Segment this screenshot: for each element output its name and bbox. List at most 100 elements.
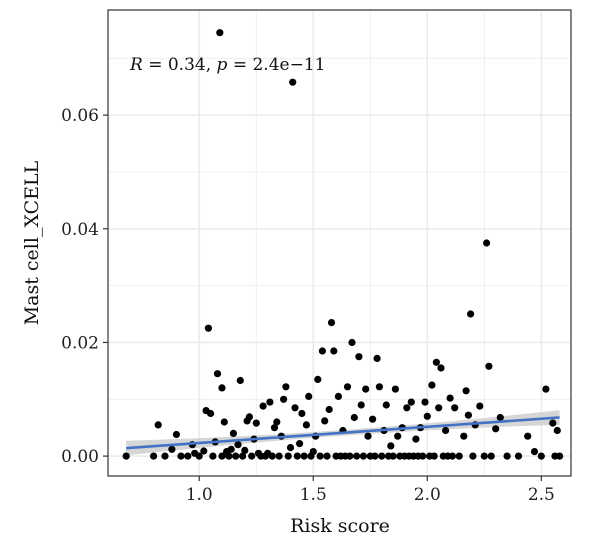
data-point — [218, 384, 226, 392]
data-point — [469, 452, 477, 460]
data-point — [556, 452, 564, 460]
data-point — [483, 239, 491, 247]
data-point — [464, 411, 472, 419]
data-point — [382, 401, 390, 409]
annotation-p-value: = 2.4e−11 — [227, 55, 325, 75]
data-point — [389, 452, 397, 460]
data-point — [239, 452, 247, 460]
regression-line-layer — [126, 416, 560, 450]
data-point — [213, 370, 222, 378]
data-point — [259, 402, 267, 410]
data-point — [300, 452, 308, 460]
data-point — [476, 402, 484, 410]
data-point — [184, 452, 192, 460]
data-point — [448, 452, 456, 460]
data-point — [327, 319, 336, 327]
data-point — [122, 452, 130, 460]
data-point — [362, 385, 370, 393]
data-point — [270, 424, 279, 432]
data-point — [451, 404, 459, 412]
data-point — [296, 440, 304, 448]
data-point — [371, 452, 379, 460]
data-point — [348, 338, 356, 347]
data-point — [394, 432, 402, 440]
data-point — [485, 362, 493, 370]
data-point — [289, 78, 297, 86]
x-tick-label: 1.0 — [186, 485, 213, 505]
data-point — [357, 401, 365, 409]
x-axis-title: Risk score — [290, 515, 390, 537]
data-point — [177, 452, 185, 460]
data-point — [195, 452, 203, 460]
regression-line — [126, 416, 560, 450]
data-point — [350, 413, 358, 422]
y-axis-title: Mast cell_XCELL — [21, 160, 43, 325]
data-point — [314, 375, 322, 383]
data-point — [323, 452, 331, 460]
data-point — [407, 398, 415, 406]
data-point — [480, 452, 488, 460]
data-point — [248, 452, 256, 460]
annotation-r-value: = 0.34, — [143, 55, 217, 75]
data-point — [241, 446, 249, 454]
data-point — [419, 452, 427, 460]
data-point — [455, 452, 463, 460]
data-point — [321, 417, 329, 425]
data-point — [391, 385, 399, 393]
data-point — [325, 405, 333, 414]
data-point — [412, 435, 420, 443]
data-point — [353, 452, 361, 460]
data-point — [537, 452, 545, 460]
data-point — [432, 358, 440, 366]
data-point — [286, 444, 295, 452]
panel-border — [107, 9, 572, 477]
data-point — [266, 398, 274, 406]
data-point — [387, 442, 395, 450]
data-point — [227, 445, 235, 453]
data-point — [364, 432, 372, 440]
data-point — [442, 426, 450, 435]
data-point — [275, 452, 283, 460]
data-point — [496, 413, 504, 422]
data-point — [150, 452, 158, 460]
data-point — [218, 452, 226, 460]
data-point — [373, 354, 381, 362]
data-point — [282, 383, 290, 391]
data-point — [252, 419, 260, 427]
x-tick-label: 2.0 — [414, 485, 441, 505]
annotation-p-label: p — [217, 55, 228, 75]
x-tick-label: 1.5 — [300, 485, 327, 505]
data-point — [280, 395, 288, 403]
data-point — [334, 392, 342, 400]
data-point — [553, 426, 561, 435]
data-point — [225, 452, 233, 460]
data-point — [291, 404, 299, 412]
data-point — [369, 415, 377, 423]
data-point — [403, 404, 411, 412]
data-point — [530, 448, 539, 456]
data-point — [437, 364, 445, 372]
y-tick-label: 0.02 — [61, 333, 99, 353]
data-point — [378, 452, 386, 460]
data-point — [273, 418, 281, 426]
data-point — [293, 452, 301, 460]
annotation-r-label: R — [129, 55, 143, 75]
data-point — [309, 448, 317, 456]
correlation-annotation: R = 0.34, p = 2.4e−11 — [129, 55, 325, 75]
data-point — [305, 392, 313, 400]
y-axis: 0.00 0.02 0.04 0.06 — [61, 106, 108, 467]
data-point — [514, 452, 523, 460]
data-point — [492, 425, 500, 433]
data-point — [346, 452, 354, 460]
data-point — [503, 452, 511, 460]
data-point — [232, 452, 240, 460]
data-point — [487, 452, 495, 460]
data-point — [236, 376, 244, 385]
x-tick-label: 2.5 — [528, 485, 555, 505]
data-point — [460, 432, 468, 440]
data-point — [462, 387, 470, 395]
data-point — [359, 452, 367, 460]
data-point — [343, 383, 352, 391]
data-point — [204, 324, 212, 332]
data-point — [168, 445, 176, 453]
